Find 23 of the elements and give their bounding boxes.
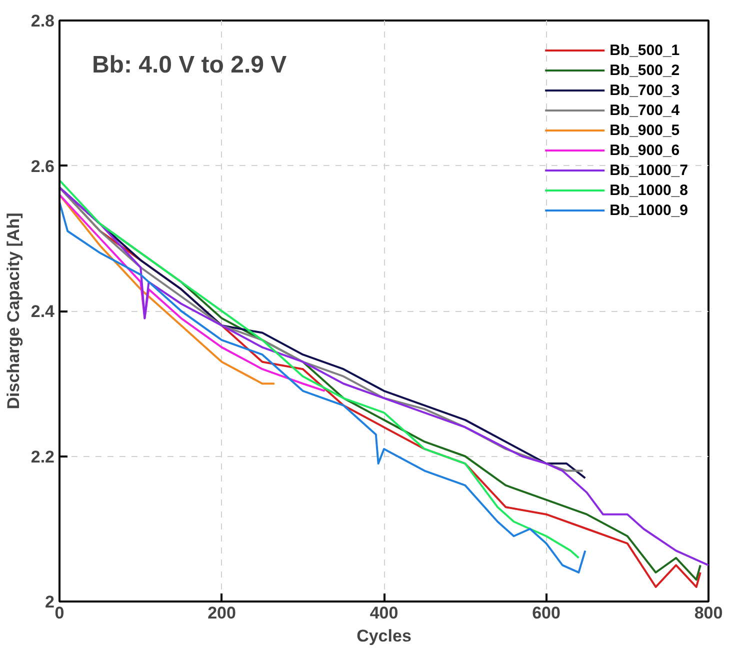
legend-label: Bb_1000_9 [610,202,688,218]
legend-label: Bb_900_5 [610,122,680,138]
annotation: Bb: 4.0 V to 2.9 V [92,52,287,79]
x-axis-title: Cycles [356,626,412,646]
y-axis-title: Discharge Capacity [Ah] [4,212,23,410]
legend-label: Bb_1000_8 [610,182,688,198]
x-tick-label: 0 [54,604,64,622]
x-tick-label: 800 [694,604,723,622]
legend-label: Bb_1000_7 [610,162,688,178]
y-tick-label: 2.6 [30,156,55,176]
y-tick-label: 2 [45,592,55,612]
legend-label: Bb_500_1 [610,42,680,58]
legend-label: Bb_700_4 [610,102,680,118]
legend-label: Bb_500_2 [610,62,680,78]
legend-label: Bb_700_3 [610,82,680,98]
x-tick-label: 600 [532,604,560,622]
x-tick-label: 200 [208,604,236,622]
y-tick-label: 2.2 [30,447,55,466]
legend-label: Bb_900_6 [610,142,680,158]
y-tick-label: 2.8 [30,12,55,30]
x-tick-label: 400 [370,604,398,622]
y-tick-label: 2.4 [30,302,56,321]
line-series [60,194,326,392]
